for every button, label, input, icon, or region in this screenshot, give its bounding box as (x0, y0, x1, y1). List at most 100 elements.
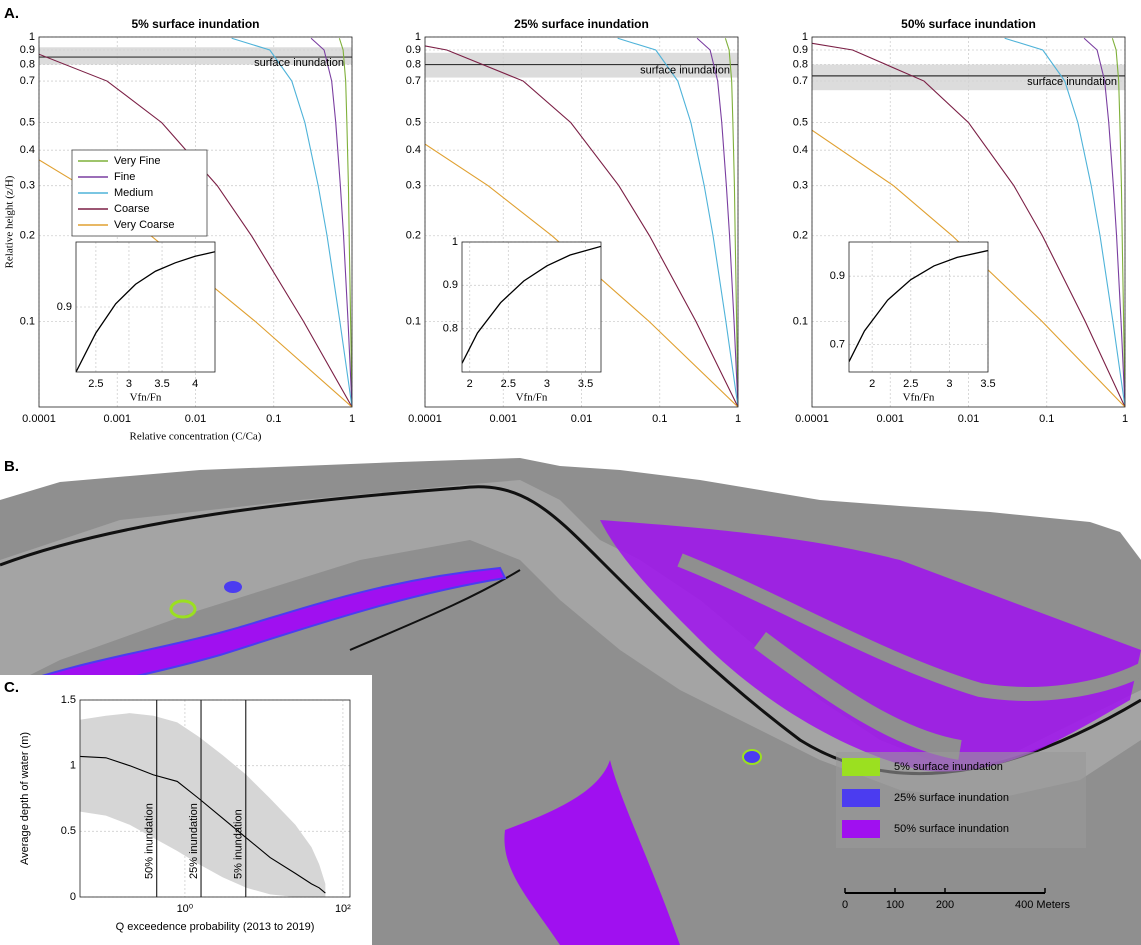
panel-label: A. (4, 5, 19, 22)
legend-swatch (842, 758, 880, 776)
y-tick-label: 0.9 (57, 301, 72, 313)
y-tick-label: 0.8 (443, 323, 458, 335)
legend-label: Coarse (114, 203, 149, 215)
panel-label: C. (4, 679, 19, 696)
x-tick-label: 0.001 (103, 413, 131, 425)
chart-title: 5% surface inundation (131, 17, 259, 31)
y-tick-label: 1 (415, 31, 421, 43)
scale-label: 0 (842, 899, 848, 911)
x-tick-label: 0.0001 (795, 413, 829, 425)
x-tick-label: 0.001 (876, 413, 904, 425)
y-tick-label: 0.2 (793, 230, 808, 242)
y-tick-label: 0.9 (793, 44, 808, 56)
x-tick-label: 2 (467, 378, 473, 390)
y-tick-label: 0.5 (406, 117, 421, 129)
x-tick-label: 4 (192, 378, 198, 390)
x-tick-label: 3 (946, 378, 952, 390)
y-tick-label: 0.2 (20, 230, 35, 242)
y-tick-label: 0.7 (406, 75, 421, 87)
y-tick-label: 0.8 (406, 58, 421, 70)
annotation-label: surface inundation (640, 64, 730, 76)
y-tick-label: 1 (29, 31, 35, 43)
y-tick-label: 0.1 (793, 315, 808, 327)
y-tick-label: 0.4 (20, 144, 35, 156)
x-tick-label: 0.1 (266, 413, 281, 425)
y-tick-label: 0.3 (793, 180, 808, 192)
x-axis-label: Relative concentration (C/Ca) (130, 431, 262, 443)
y-tick-label: 0.9 (406, 44, 421, 56)
x-tick-label: 2.5 (501, 378, 516, 390)
x-tick-label: 3.5 (980, 378, 995, 390)
x-tick-label: 3 (126, 378, 132, 390)
y-tick-label: 0.9 (20, 44, 35, 56)
x-tick-label: 0.001 (489, 413, 517, 425)
x-tick-label: 10² (335, 903, 351, 915)
y-tick-label: 0.8 (793, 58, 808, 70)
x-tick-label: 0.1 (652, 413, 667, 425)
x-tick-label: 1 (735, 413, 741, 425)
y-axis-label: Average depth of water (m) (19, 732, 31, 865)
y-tick-label: 0.7 (20, 75, 35, 87)
y-tick-label: 0.3 (20, 180, 35, 192)
x-tick-label: 0.0001 (22, 413, 56, 425)
y-tick-label: 0.5 (793, 117, 808, 129)
y-axis-label: Relative height (z/H) (4, 175, 16, 268)
x-tick-label: 1 (1122, 413, 1128, 425)
legend-label: Very Fine (114, 155, 160, 167)
y-tick-label: 0.5 (61, 825, 76, 837)
annotation-label: surface inundation (254, 57, 344, 69)
x-tick-label: 0.01 (185, 413, 206, 425)
y-tick-label: 0.1 (406, 315, 421, 327)
legend-label: Fine (114, 171, 135, 183)
y-tick-label: 0.1 (20, 315, 35, 327)
y-tick-label: 0.4 (406, 144, 421, 156)
legend-label: Very Coarse (114, 219, 175, 231)
x-axis-label: Vfn/Fn (516, 392, 548, 404)
x-tick-label: 2.5 (88, 378, 103, 390)
x-tick-label: 2.5 (903, 378, 918, 390)
y-tick-label: 0.3 (406, 180, 421, 192)
x-tick-label: 2 (869, 378, 875, 390)
x-axis-label: Q exceedence probability (2013 to 2019) (116, 921, 315, 933)
x-tick-label: 0.01 (571, 413, 592, 425)
y-tick-label: 0 (70, 891, 76, 903)
y-tick-label: 0.8 (20, 58, 35, 70)
y-tick-label: 0.9 (443, 279, 458, 291)
panel-label: B. (4, 458, 19, 475)
scale-label: 100 (886, 899, 904, 911)
chart-title: 25% surface inundation (514, 17, 649, 31)
x-axis-label: Vfn/Fn (903, 392, 935, 404)
chart-title: 50% surface inundation (901, 17, 1036, 31)
annotation-label: surface inundation (1027, 76, 1117, 88)
legend-label: 50% surface inundation (894, 823, 1009, 835)
legend-swatch (842, 820, 880, 838)
threshold-label: 50% inundation (144, 803, 156, 879)
y-tick-label: 0.2 (406, 230, 421, 242)
y-tick-label: 0.4 (793, 144, 808, 156)
y-tick-label: 0.9 (830, 270, 845, 282)
legend-label: Medium (114, 187, 153, 199)
x-tick-label: 3 (544, 378, 550, 390)
threshold-label: 25% inundation (188, 803, 200, 879)
inundation-area (224, 581, 242, 593)
scale-label: 400 Meters (1015, 899, 1071, 911)
plot-area (462, 242, 601, 372)
legend-swatch (842, 789, 880, 807)
figure: A. B. C. 0.0001 0.001 0.01 0.1 1 0.1 0.2 0.3 0.4 0.5… (0, 0, 1141, 945)
legend-label: 5% surface inundation (894, 761, 1003, 773)
y-tick-label: 1 (70, 760, 76, 772)
y-tick-label: 0.7 (793, 75, 808, 87)
x-tick-label: 3.5 (154, 378, 169, 390)
x-tick-label: 0.01 (958, 413, 979, 425)
x-tick-label: 10⁰ (177, 903, 194, 915)
y-tick-label: 0.5 (20, 117, 35, 129)
legend-label: 25% surface inundation (894, 792, 1009, 804)
threshold-label: 5% inundation (233, 809, 245, 879)
scale-label: 200 (936, 899, 954, 911)
y-tick-label: 1.5 (61, 694, 76, 706)
x-axis-label: Vfn/Fn (130, 392, 162, 404)
inundation-area (743, 750, 761, 764)
x-tick-label: 0.0001 (408, 413, 442, 425)
x-tick-label: 0.1 (1039, 413, 1054, 425)
y-tick-label: 1 (802, 31, 808, 43)
